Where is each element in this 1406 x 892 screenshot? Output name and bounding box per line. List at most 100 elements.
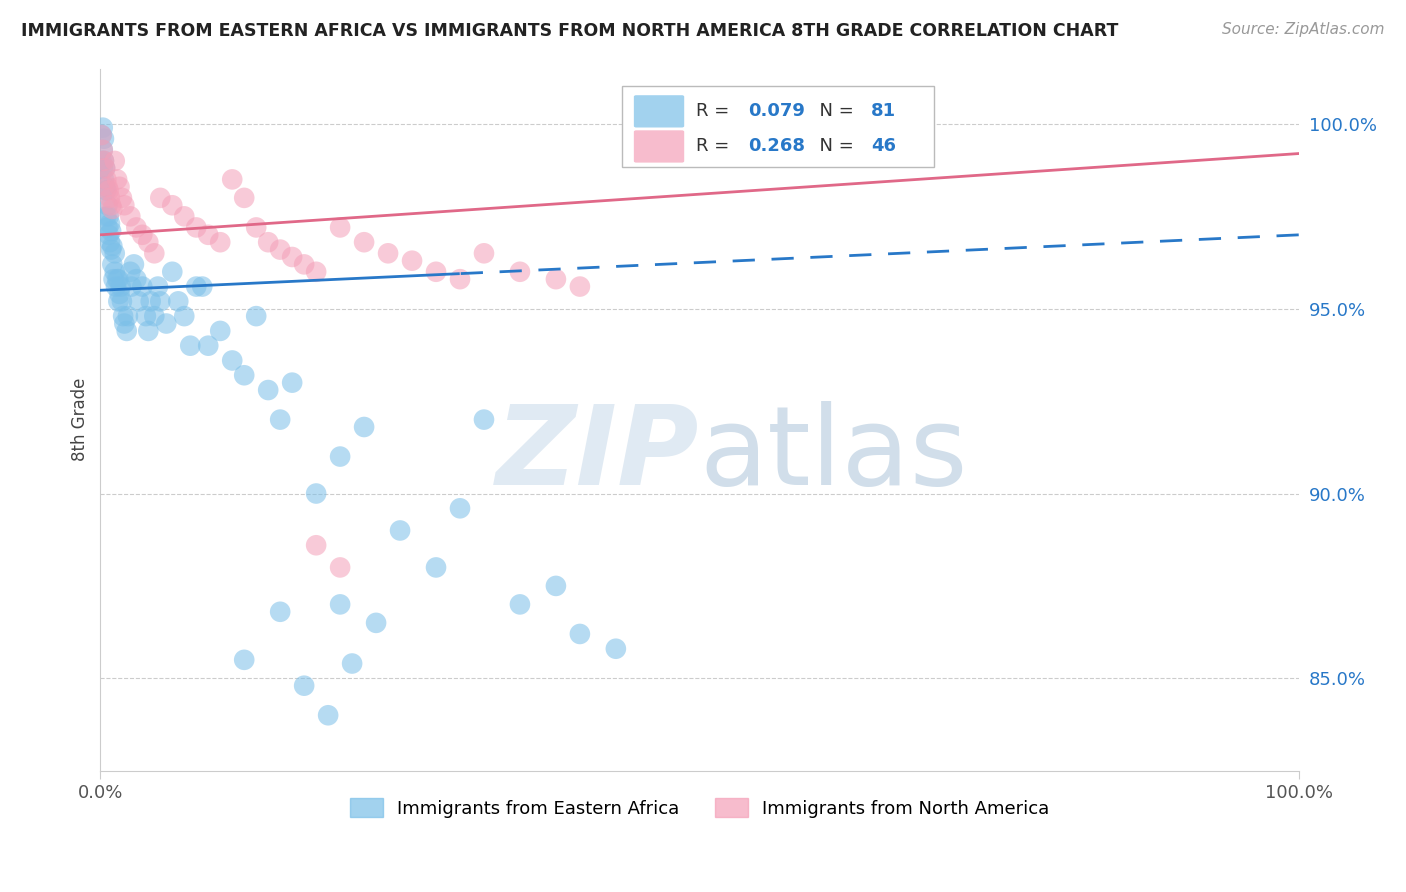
Point [103,272,125,286]
Point [353,235,375,250]
Text: 81: 81 [872,103,897,120]
Point [139,294,162,309]
Point [120,210,142,224]
Point [91,161,114,176]
Text: 0.268: 0.268 [748,137,804,155]
Point [97,184,120,198]
Point [120,265,142,279]
Point [257,235,280,250]
Point [143,246,166,260]
Point [111,191,134,205]
Point [125,220,148,235]
Point [329,450,352,464]
Point [100,198,122,212]
Point [364,615,387,630]
Point [97,227,120,242]
Point [221,172,243,186]
Text: N =: N = [807,137,859,155]
Point [329,220,352,235]
Point [94,161,117,176]
Point [125,272,148,286]
Point [115,324,138,338]
Point [340,657,363,671]
FancyBboxPatch shape [634,95,685,128]
Point [98,217,121,231]
Point [425,560,447,574]
Point [90,128,112,142]
Point [101,239,124,253]
Point [221,353,243,368]
Point [449,272,471,286]
Point [105,272,128,286]
Point [98,191,121,205]
Point [131,279,153,293]
Point [96,220,118,235]
Point [209,235,232,250]
Point [197,227,219,242]
Point [544,272,567,286]
Point [197,339,219,353]
Text: 0.079: 0.079 [748,103,804,120]
Point [104,246,127,260]
Point [108,287,131,301]
Point [91,143,114,157]
Point [281,250,304,264]
Point [96,198,118,212]
Point [97,210,120,224]
Point [329,560,352,574]
Point [173,210,195,224]
Point [449,501,471,516]
Text: N =: N = [807,103,859,120]
FancyBboxPatch shape [621,86,934,167]
Point [401,253,423,268]
Point [233,368,256,383]
Point [292,257,315,271]
Point [105,172,128,186]
Point [305,486,328,500]
Point [96,184,118,198]
Point [136,324,159,338]
Point [104,153,127,168]
Point [162,198,184,212]
Point [93,153,115,168]
Point [162,265,184,279]
Point [389,524,412,538]
Text: R =: R = [696,137,735,155]
Point [146,279,169,293]
Text: IMMIGRANTS FROM EASTERN AFRICA VS IMMIGRANTS FROM NORTH AMERICA 8TH GRADE CORREL: IMMIGRANTS FROM EASTERN AFRICA VS IMMIGR… [21,22,1118,40]
Text: atlas: atlas [700,401,969,508]
Point [94,179,117,194]
Point [173,309,195,323]
Point [269,412,291,426]
Text: ZIP: ZIP [496,401,700,508]
Point [509,265,531,279]
Point [167,294,190,309]
Text: Source: ZipAtlas.com: Source: ZipAtlas.com [1222,22,1385,37]
Point [100,224,122,238]
Point [472,412,495,426]
Point [186,279,208,293]
Point [329,598,352,612]
Point [353,420,375,434]
Point [101,202,124,216]
Point [425,265,447,279]
Point [96,172,118,186]
Point [94,161,117,176]
Point [96,179,118,194]
Point [112,198,135,212]
Point [108,179,131,194]
Point [122,257,145,271]
Point [305,538,328,552]
Point [136,235,159,250]
Point [281,376,304,390]
Point [568,279,591,293]
Point [377,246,399,260]
Point [135,309,157,323]
Point [605,641,627,656]
Point [100,243,122,257]
Y-axis label: 8th Grade: 8th Grade [72,378,89,461]
Point [233,191,256,205]
Point [544,579,567,593]
Point [209,324,232,338]
Point [101,257,124,271]
